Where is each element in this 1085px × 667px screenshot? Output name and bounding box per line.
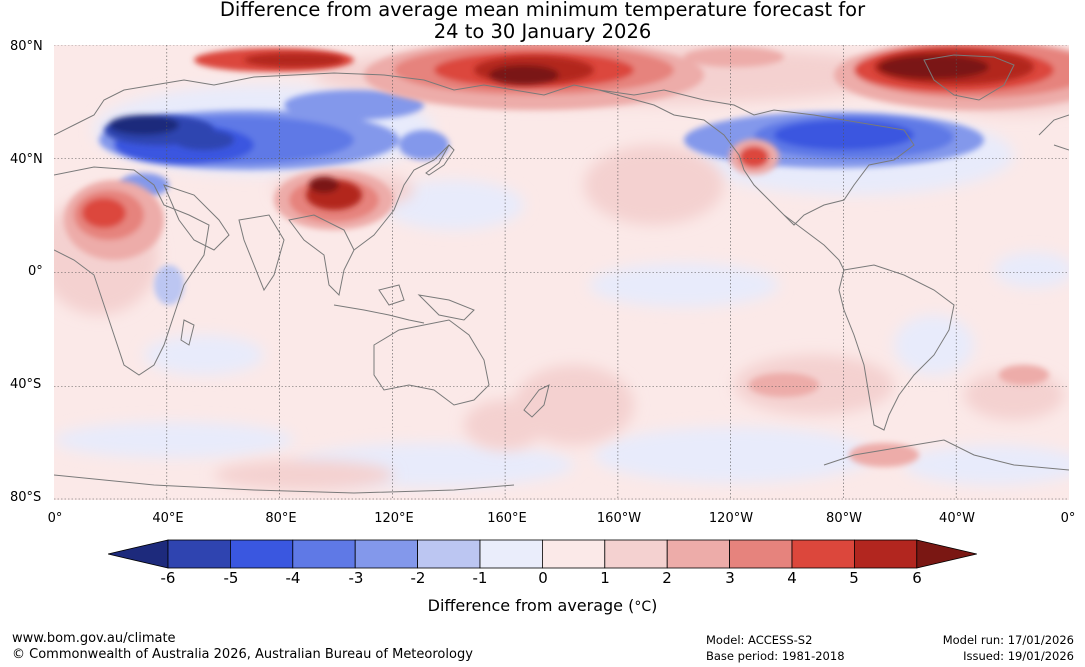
lon-label-160e: 160°E bbox=[487, 511, 527, 526]
colorbar-tick: 6 bbox=[912, 569, 922, 587]
lat-label-equator: 0° bbox=[28, 264, 43, 279]
colorbar-label-close: ) bbox=[651, 596, 658, 615]
lon-label-160w: 160°W bbox=[596, 511, 642, 526]
footer-base-period: Base period: 1981-2018 bbox=[706, 649, 845, 663]
colorbar-bin bbox=[666, 539, 731, 569]
colorbar-tick: 3 bbox=[725, 569, 735, 587]
lon-label-120e: 120°E bbox=[374, 511, 414, 526]
footer-model-run: Model run: 17/01/2026 bbox=[942, 633, 1074, 647]
colorbar-bin bbox=[292, 539, 356, 569]
footer-issued: Issued: 19/01/2026 bbox=[963, 649, 1074, 663]
colorbar-label: Difference from average (°C) bbox=[0, 596, 1085, 615]
anomaly-cool-strong bbox=[104, 115, 234, 150]
colorbar-tick: -5 bbox=[223, 569, 239, 587]
colorbar-bin bbox=[604, 539, 668, 569]
colorbar-bin bbox=[479, 539, 543, 569]
colorbar-bin bbox=[729, 539, 793, 569]
colorbar-tick: 4 bbox=[787, 569, 797, 587]
colorbar-tick: -2 bbox=[410, 569, 426, 587]
coastlines bbox=[54, 54, 1069, 494]
lon-label-0-east: 0° bbox=[1060, 511, 1076, 526]
colorbar-tick: -6 bbox=[160, 569, 176, 587]
lon-label-120w: 120°W bbox=[708, 511, 754, 526]
anomaly-warm-strong bbox=[244, 49, 1034, 210]
colorbar-tick: -1 bbox=[472, 569, 488, 587]
footer-copyright: © Commonwealth of Australia 2026, Austra… bbox=[12, 647, 473, 662]
map-title-line-1: Difference from average mean minimum tem… bbox=[219, 0, 866, 21]
graticule bbox=[54, 45, 1069, 500]
lat-label-80s: 80°S bbox=[10, 490, 42, 505]
map-title-line-2: 24 to 30 January 2026 bbox=[433, 20, 652, 43]
colorbar-extend-high bbox=[916, 539, 977, 569]
world-map bbox=[54, 45, 1069, 500]
lon-label-80e: 80°E bbox=[265, 511, 297, 526]
lon-label-80w: 80°W bbox=[826, 511, 862, 526]
colorbar-bin bbox=[854, 539, 918, 569]
colorbar-tick: 2 bbox=[662, 569, 672, 587]
colorbar-tick: 5 bbox=[849, 569, 859, 587]
lat-label-40n: 40°N bbox=[10, 152, 43, 167]
footer-model: Model: ACCESS-S2 bbox=[706, 633, 813, 647]
lon-label-40e: 40°E bbox=[152, 511, 184, 526]
lon-label-40w: 40°W bbox=[939, 511, 975, 526]
colorbar-bin bbox=[791, 539, 855, 569]
colorbar-tick: 0 bbox=[538, 569, 548, 587]
colorbar-label-text: Difference from average ( bbox=[427, 596, 635, 615]
footer-url[interactable]: www.bom.gov.au/climate bbox=[12, 631, 176, 646]
colorbar-extend-low bbox=[108, 539, 169, 569]
colorbar bbox=[108, 539, 977, 569]
lat-label-80n: 80°N bbox=[10, 39, 43, 54]
colorbar-bin bbox=[354, 539, 418, 569]
colorbar-tick: -4 bbox=[285, 569, 301, 587]
colorbar-bin bbox=[417, 539, 481, 569]
colorbar-label-unit: °C bbox=[634, 599, 652, 615]
colorbar-tick: 1 bbox=[600, 569, 610, 587]
colorbar-bin bbox=[230, 539, 294, 569]
lat-label-40s: 40°S bbox=[10, 377, 42, 392]
lon-label-0: 0° bbox=[47, 511, 63, 526]
colorbar-tick: -3 bbox=[348, 569, 364, 587]
colorbar-bin bbox=[541, 539, 606, 569]
colorbar-bin bbox=[167, 539, 231, 569]
